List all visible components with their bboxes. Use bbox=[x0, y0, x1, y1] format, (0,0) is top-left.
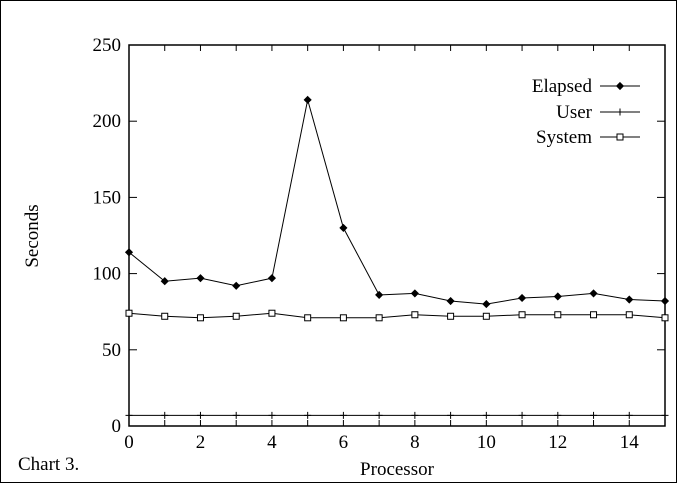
y-tick-label: 100 bbox=[93, 264, 122, 285]
data-point-system bbox=[161, 312, 169, 320]
data-point-system bbox=[518, 311, 526, 319]
data-point-user bbox=[232, 411, 240, 419]
legend-marker-system bbox=[616, 133, 624, 141]
y-axis-title: Seconds bbox=[22, 204, 43, 267]
data-point-system bbox=[339, 314, 347, 322]
data-point-elapsed bbox=[660, 296, 670, 306]
data-point-elapsed bbox=[589, 289, 598, 298]
data-point-elapsed bbox=[553, 292, 562, 301]
x-tick-label: 14 bbox=[620, 432, 640, 453]
y-tick-label: 150 bbox=[93, 187, 122, 208]
data-point-user bbox=[661, 411, 669, 419]
data-point-user bbox=[518, 411, 526, 419]
y-tick-label: 200 bbox=[93, 111, 122, 132]
data-point-user bbox=[304, 411, 312, 419]
data-point-system bbox=[554, 311, 562, 319]
data-point-system bbox=[625, 311, 633, 319]
data-point-elapsed bbox=[410, 289, 419, 298]
plot-area bbox=[128, 44, 666, 427]
data-point-system bbox=[411, 311, 419, 319]
x-tick-label: 8 bbox=[410, 432, 420, 453]
legend-marker-user bbox=[616, 108, 624, 116]
data-point-elapsed bbox=[303, 95, 312, 104]
data-point-user bbox=[482, 411, 490, 419]
data-point-user bbox=[590, 411, 598, 419]
data-point-user bbox=[554, 411, 562, 419]
data-point-elapsed bbox=[375, 290, 384, 300]
data-point-elapsed bbox=[339, 223, 348, 232]
data-point-user bbox=[339, 411, 347, 419]
data-point-user bbox=[447, 411, 455, 419]
data-point-user bbox=[161, 411, 169, 419]
data-point-system bbox=[232, 312, 240, 320]
series-line-elapsed bbox=[128, 99, 666, 305]
axis-ticks: 0 50 100 150 200 250 0 2 4 6 8 10 12 14 bbox=[93, 35, 666, 453]
data-point-elapsed bbox=[160, 277, 169, 286]
y-tick-label: 250 bbox=[93, 35, 122, 56]
y-tick-label: 0 bbox=[112, 416, 122, 437]
legend-label-system: System bbox=[536, 127, 592, 148]
data-point-elapsed bbox=[267, 274, 276, 283]
data-point-elapsed bbox=[232, 281, 241, 290]
data-point-elapsed bbox=[518, 293, 527, 303]
data-point-system bbox=[125, 309, 133, 317]
data-point-elapsed bbox=[625, 295, 634, 304]
chart-caption: Chart 3. bbox=[18, 454, 79, 475]
data-point-user bbox=[625, 411, 633, 419]
series-line-system bbox=[128, 312, 666, 319]
data-point-user bbox=[196, 411, 204, 419]
data-point-system bbox=[661, 314, 669, 322]
data-point-user bbox=[411, 411, 419, 419]
legend-label-elapsed: Elapsed bbox=[532, 76, 593, 97]
data-point-system bbox=[447, 312, 455, 320]
x-tick-label: 12 bbox=[548, 432, 567, 453]
data-point-system bbox=[375, 314, 383, 322]
legend: Elapsed User System bbox=[532, 76, 640, 148]
legend-label-user: User bbox=[556, 102, 593, 123]
x-tick-label: 4 bbox=[267, 432, 277, 453]
data-point-user bbox=[375, 411, 383, 419]
x-tick-label: 10 bbox=[477, 432, 496, 453]
x-axis-title: Processor bbox=[360, 459, 435, 480]
data-point-system bbox=[196, 314, 204, 322]
x-tick-label: 2 bbox=[196, 432, 206, 453]
data-point-elapsed bbox=[196, 274, 205, 283]
data-point-system bbox=[590, 311, 598, 319]
data-point-system bbox=[304, 314, 312, 322]
data-point-system bbox=[268, 309, 276, 317]
data-point-user bbox=[125, 411, 133, 419]
y-tick-label: 50 bbox=[102, 340, 121, 361]
legend-marker-elapsed bbox=[615, 81, 625, 91]
data-point-elapsed bbox=[482, 300, 491, 309]
x-tick-label: 0 bbox=[124, 432, 134, 453]
data-point-elapsed bbox=[446, 296, 455, 306]
data-point-elapsed bbox=[124, 248, 134, 257]
x-tick-label: 6 bbox=[339, 432, 349, 453]
data-point-user bbox=[268, 411, 276, 419]
series-group bbox=[124, 95, 670, 419]
data-point-system bbox=[482, 312, 490, 320]
